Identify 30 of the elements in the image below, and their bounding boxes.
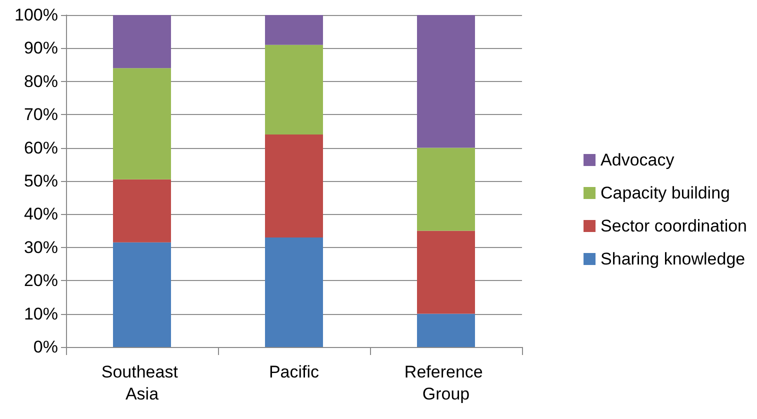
y-tick-label: 50% <box>24 172 58 190</box>
y-tick-label: 90% <box>24 38 58 58</box>
bar <box>265 15 323 45</box>
bar <box>113 15 171 68</box>
bar <box>417 148 475 231</box>
legend-label: Capacity building <box>600 184 730 202</box>
bar <box>417 230 475 314</box>
bar <box>265 237 323 347</box>
y-tick-label: 40% <box>24 204 58 224</box>
y-tick-label: 100% <box>14 6 58 24</box>
y-tick-label: 30% <box>24 238 58 257</box>
legend-label: Advocacy <box>600 150 675 170</box>
legend-label: Sharing knowledge <box>600 250 746 268</box>
bar <box>113 68 171 180</box>
bar <box>113 179 171 242</box>
y-tick-label: 10% <box>24 304 58 324</box>
legend-label: Sector coordination <box>600 216 748 236</box>
x-tick-label: Reference Group <box>404 362 488 404</box>
y-tick-label: 0% <box>33 338 58 356</box>
bar <box>113 242 171 347</box>
bar <box>417 15 475 148</box>
y-tick-label: 80% <box>24 72 58 91</box>
y-tick-label: 60% <box>24 138 58 158</box>
bar <box>265 134 323 238</box>
bar <box>265 44 323 135</box>
y-tick-label: 70% <box>24 105 58 124</box>
bar <box>417 314 475 347</box>
x-tick-label: Pacific <box>268 362 320 382</box>
y-tick-label: 20% <box>24 271 58 290</box>
x-tick-label: Southeast Asia <box>101 362 183 404</box>
